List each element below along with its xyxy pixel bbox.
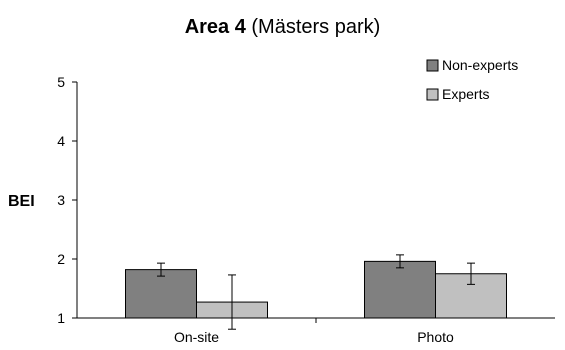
- legend-label: Non-experts: [442, 57, 518, 73]
- legend-swatch: [427, 60, 438, 71]
- x-categories: On-site Photo: [174, 318, 454, 345]
- legend-swatch: [427, 89, 438, 100]
- y-tick-label: 2: [57, 251, 65, 267]
- legend-label: Experts: [442, 86, 489, 102]
- y-ticks: 1 2 3 4 5: [57, 74, 77, 326]
- x-category-label: Photo: [417, 329, 454, 345]
- y-tick-label: 1: [57, 310, 65, 326]
- x-category-label: On-site: [174, 329, 219, 345]
- y-tick-label: 5: [57, 74, 65, 90]
- bar-non-experts-photo: [365, 261, 436, 318]
- y-axis-label: BEI: [8, 193, 35, 210]
- legend: Non-experts Experts: [427, 57, 518, 102]
- bars: [126, 261, 507, 318]
- y-tick-label: 3: [57, 192, 65, 208]
- bar-non-experts-on-site: [126, 270, 197, 318]
- y-tick-label: 4: [57, 133, 65, 149]
